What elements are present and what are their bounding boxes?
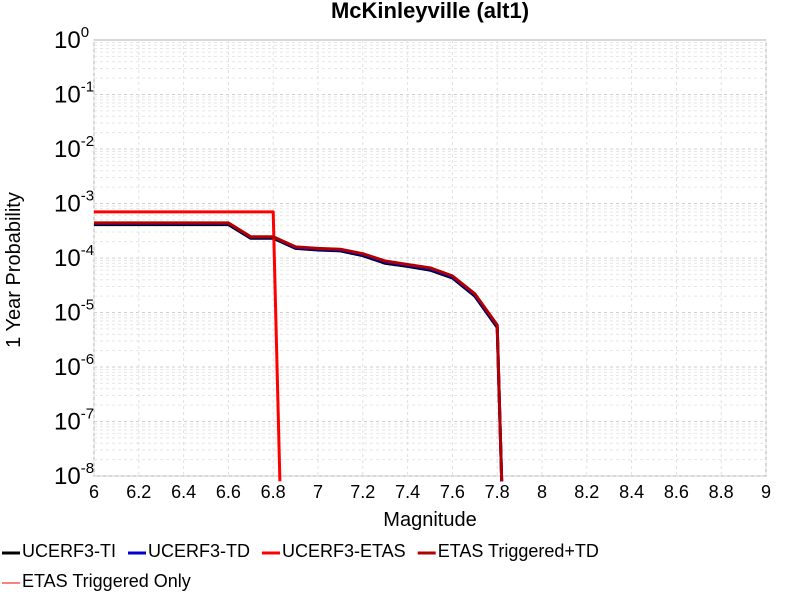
x-tick-label: 8 (537, 482, 547, 502)
x-tick-label: 7.2 (350, 482, 375, 502)
y-tick-label: 10-7 (54, 406, 94, 436)
series-line-ucerf3-etas (94, 210, 282, 482)
x-axis-label: Magnitude (383, 509, 476, 531)
y-tick-label: 10-3 (54, 188, 94, 218)
legend: UCERF3-TI UCERF3-TD UCERF3-ETAS ETAS Trigge… (2, 541, 599, 591)
y-tick-label: 10-6 (54, 351, 94, 381)
y-tick-label: 10-2 (54, 133, 94, 163)
series-line-etas-triggered-td (94, 221, 504, 482)
y-tick-labels: 10-8 10-7 10-6 10-5 10-4 10-3 10-2 10-1 100 (54, 24, 94, 490)
x-tick-label: 6.6 (216, 482, 241, 502)
x-tick-label: 6 (89, 482, 99, 502)
x-tick-labels: 6 6.2 6.4 6.6 6.8 7 7.2 7.4 7.6 7.8 8 8.2 8.4 8.6 8.8 9 (89, 482, 771, 502)
y-tick-label: 10-5 (54, 297, 94, 327)
legend-item-label: ETAS Triggered+TD (438, 541, 599, 561)
y-tick-label: 10-8 (54, 460, 94, 490)
x-tick-label: 8.8 (709, 482, 734, 502)
y-tick-label: 10-4 (54, 242, 94, 272)
x-tick-label: 8.6 (664, 482, 689, 502)
x-tick-label: 6.8 (261, 482, 286, 502)
y-tick-label: 10-1 (54, 79, 94, 109)
legend-item-label: ETAS Triggered Only (22, 571, 191, 591)
x-tick-label: 7.8 (485, 482, 510, 502)
x-tick-label: 6.2 (126, 482, 151, 502)
y-axis-label: 1 Year Probability (3, 192, 25, 348)
y-tick-label: 100 (54, 24, 89, 54)
legend-item-label: UCERF3-TD (148, 541, 250, 561)
x-tick-label: 7.6 (440, 482, 465, 502)
series-lines (94, 210, 504, 482)
x-tick-label: 9 (761, 482, 771, 502)
x-tick-label: 7 (313, 482, 323, 502)
x-tick-label: 8.4 (619, 482, 644, 502)
chart-title: McKinleyville (alt1) (331, 0, 529, 23)
x-tick-label: 7.4 (395, 482, 420, 502)
x-tick-label: 8.2 (574, 482, 599, 502)
legend-item-label: UCERF3-TI (22, 541, 116, 561)
x-tick-label: 6.4 (171, 482, 196, 502)
legend-item-label: UCERF3-ETAS (282, 541, 406, 561)
grid-lines (93, 40, 767, 477)
